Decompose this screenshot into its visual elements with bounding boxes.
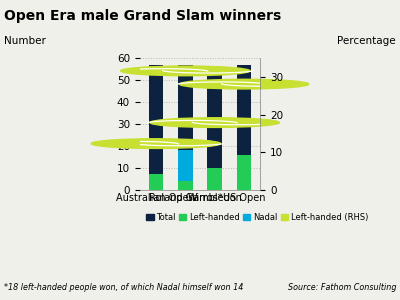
- Bar: [237, 155, 252, 190]
- Text: Open Era male Grand Slam winners: Open Era male Grand Slam winners: [4, 9, 281, 23]
- Text: *18 left-handed people won, of which Nadal himself won 14: *18 left-handed people won, of which Nad…: [4, 284, 243, 292]
- Circle shape: [121, 66, 250, 76]
- Bar: [178, 64, 193, 190]
- Bar: [178, 150, 193, 181]
- Circle shape: [180, 79, 309, 89]
- Circle shape: [91, 139, 220, 148]
- Circle shape: [150, 118, 279, 128]
- Bar: [237, 64, 252, 190]
- Bar: [178, 181, 193, 190]
- Legend: Total, Left-handed, Nadal, Left-handed (RHS): Total, Left-handed, Nadal, Left-handed (…: [143, 210, 371, 225]
- Text: Source: Fathom Consulting: Source: Fathom Consulting: [288, 284, 396, 292]
- Text: Percentage: Percentage: [337, 36, 396, 46]
- Text: Number: Number: [4, 36, 46, 46]
- Bar: [148, 64, 163, 190]
- Bar: [207, 67, 222, 190]
- Bar: [148, 175, 163, 190]
- Bar: [207, 168, 222, 190]
